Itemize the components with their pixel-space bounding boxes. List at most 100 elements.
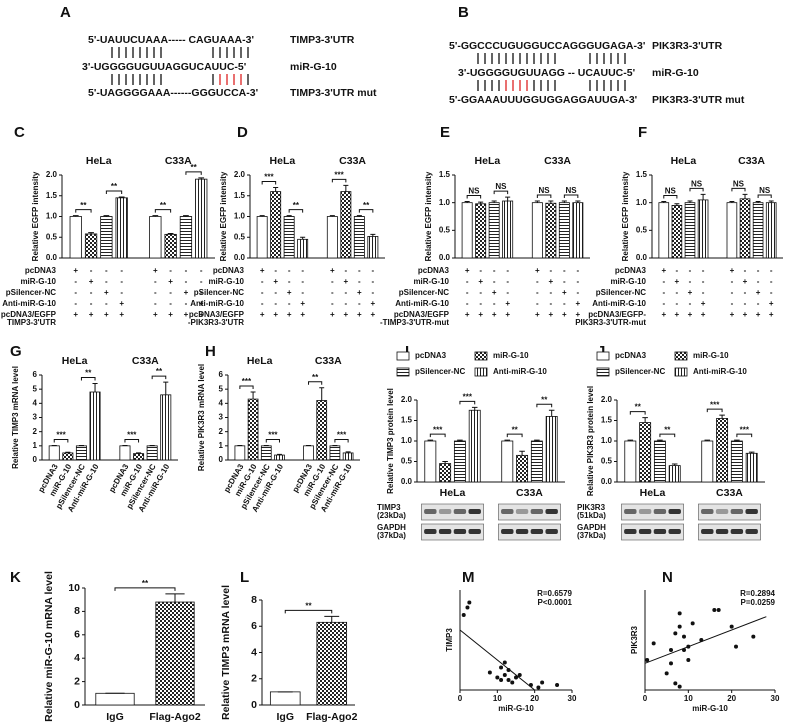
error-bar bbox=[165, 593, 185, 603]
sequence-name: PIK3R3-3'UTR bbox=[652, 40, 723, 52]
error-bar bbox=[198, 177, 205, 180]
x-tick-label: IgG bbox=[106, 711, 124, 723]
point bbox=[506, 678, 511, 682]
bar bbox=[668, 465, 681, 483]
treatment-sign: + bbox=[661, 266, 666, 275]
treatment-sign: - bbox=[274, 266, 277, 275]
significance-label: *** bbox=[56, 431, 66, 440]
blot-band bbox=[638, 509, 652, 514]
point bbox=[495, 675, 500, 680]
annotation: R=0.2894 bbox=[740, 589, 775, 598]
bar bbox=[283, 216, 295, 259]
significance-label: *** bbox=[334, 170, 344, 179]
x-tick-label: 30 bbox=[771, 694, 780, 703]
blot-band bbox=[530, 509, 544, 514]
y-tick-label: 8 bbox=[74, 605, 80, 617]
bar bbox=[684, 202, 696, 259]
blot-band bbox=[545, 509, 558, 514]
treatment-sign: - bbox=[169, 288, 172, 297]
error-bar bbox=[118, 196, 125, 198]
blot-box bbox=[621, 503, 684, 521]
error-bar bbox=[729, 201, 735, 203]
treatment-sign: - bbox=[154, 299, 157, 308]
bar bbox=[316, 400, 328, 461]
significance-bracket bbox=[151, 375, 167, 380]
error-bar bbox=[627, 439, 634, 441]
error-bar bbox=[273, 186, 279, 192]
error-bar bbox=[277, 453, 282, 456]
point bbox=[555, 683, 560, 687]
treatment-sign: + bbox=[675, 277, 680, 286]
point bbox=[734, 644, 738, 649]
treatment-sign: + bbox=[119, 299, 124, 308]
treatment-sign: - bbox=[563, 266, 566, 275]
trend-line bbox=[644, 616, 767, 664]
treatment-sign: - bbox=[74, 277, 77, 286]
bar bbox=[115, 197, 128, 259]
y-axis-label: PIK3R3 bbox=[630, 625, 639, 654]
significance-label: NS bbox=[759, 186, 771, 195]
bar bbox=[247, 398, 259, 461]
bar bbox=[502, 200, 514, 259]
treatment-sign: - bbox=[288, 277, 291, 286]
bar bbox=[739, 198, 751, 259]
sequence: 5'-UAGGGGAAA------GGGUCCA-3' bbox=[88, 87, 258, 99]
sequence: 5'-UAUUCUAAA----- CAGUAAA-3' bbox=[88, 34, 254, 46]
treatment-sign: + bbox=[465, 310, 470, 319]
treatment-sign: - bbox=[169, 299, 172, 308]
blot-band bbox=[745, 509, 758, 514]
treatment-sign: + bbox=[104, 310, 109, 319]
error-bar bbox=[356, 215, 362, 217]
error-bar bbox=[534, 439, 540, 441]
bar bbox=[730, 440, 743, 483]
treatment-sign: - bbox=[757, 266, 760, 275]
panel-letter: H bbox=[205, 343, 216, 360]
y-axis-label: Relative PIK3R3 protein level bbox=[586, 386, 595, 496]
significance-label: NS bbox=[665, 187, 677, 196]
error-bar bbox=[519, 450, 525, 456]
treatment-sign: - bbox=[261, 277, 264, 286]
treatment-label: Anti-miR-G-10 bbox=[2, 299, 56, 308]
legend-swatch bbox=[474, 351, 488, 361]
sequence: 3'-UGGGGUGUUAGGUCAUUC-5' bbox=[82, 61, 246, 73]
bar bbox=[671, 205, 683, 259]
significance-bracket bbox=[429, 433, 446, 438]
treatment-sign: - bbox=[506, 266, 509, 275]
error-bar bbox=[103, 215, 110, 217]
y-tick-label: 0 bbox=[33, 455, 38, 464]
treatment-sign: - bbox=[154, 277, 157, 286]
bar bbox=[653, 440, 666, 483]
treatment-sign: - bbox=[550, 288, 553, 297]
y-tick-label: 1.0 bbox=[401, 436, 413, 445]
x-tick-label: Flag-Ago2 bbox=[149, 711, 200, 723]
group-label: C33A bbox=[339, 155, 366, 167]
sequence: 5'-GGCCCUGUGGUCCAGGGUGAGA-3' bbox=[449, 40, 645, 52]
y-tick-label: 0 bbox=[219, 455, 224, 464]
treatment-sign: - bbox=[185, 266, 188, 275]
treatment-sign: + bbox=[505, 310, 510, 319]
significance-label: *** bbox=[463, 392, 473, 401]
bar bbox=[119, 445, 131, 461]
error-bar bbox=[704, 439, 711, 441]
y-tick-label: 0 bbox=[251, 699, 257, 711]
treatment-sign: - bbox=[689, 277, 692, 286]
blot-band bbox=[701, 509, 714, 514]
point bbox=[502, 660, 507, 665]
significance-bracket bbox=[659, 433, 676, 438]
treatment-sign: + bbox=[743, 277, 748, 286]
treatment-sign: - bbox=[676, 266, 679, 275]
y-tick-label: 2 bbox=[219, 427, 224, 436]
treatment-sign: - bbox=[345, 288, 348, 297]
treatment-sign: - bbox=[479, 288, 482, 297]
bar bbox=[342, 452, 354, 461]
blot-band bbox=[701, 529, 714, 534]
bar bbox=[439, 463, 452, 483]
treatment-sign: - bbox=[577, 277, 580, 286]
bar bbox=[545, 202, 557, 259]
treatment-sign: - bbox=[676, 299, 679, 308]
bar bbox=[297, 238, 309, 259]
treatment-sign: - bbox=[154, 288, 157, 297]
point bbox=[510, 680, 515, 685]
blot-box bbox=[498, 523, 561, 541]
bar bbox=[765, 202, 777, 259]
